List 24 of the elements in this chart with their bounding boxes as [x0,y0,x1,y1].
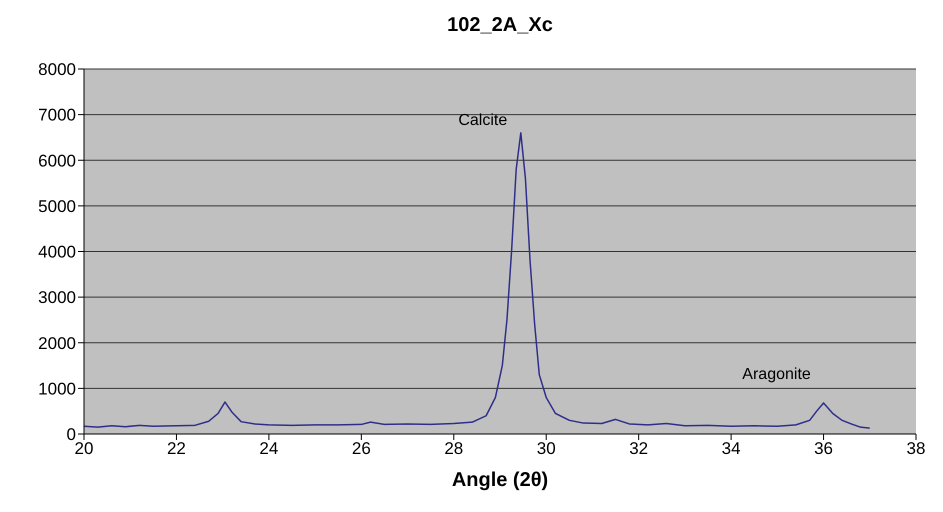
x-tick-label: 38 [906,439,926,458]
annotation: Calcite [458,112,508,129]
y-tick-label: 1000 [38,379,76,398]
y-tick-label: 0 [66,425,76,444]
chart-title: 102_2A_Xc [446,14,554,37]
line-series [84,132,871,429]
x-tick-label: 24 [259,439,278,458]
x-tick-label: 28 [444,439,464,458]
x-tick-label: 32 [629,439,648,458]
y-tick-label: 4000 [38,242,76,262]
x-tick-label: 26 [352,439,371,458]
x-tick-label: 36 [814,439,834,458]
y-tick-label: 7000 [38,106,76,125]
y-tick-label: 2000 [38,334,76,353]
x-tick-label: 22 [166,439,186,458]
x-tick-label: 34 [722,439,741,458]
x-tick-label: 20 [74,439,94,458]
x-tick-label: 30 [536,439,556,458]
y-tick-label: 3000 [38,288,76,308]
y-tick-label: 5000 [38,196,76,216]
x-axis-title: Angle (2θ) [452,469,548,491]
y-tick-label: 8000 [38,60,76,80]
annotation: Aragonite [742,366,811,383]
y-tick-label: 6000 [38,151,76,170]
